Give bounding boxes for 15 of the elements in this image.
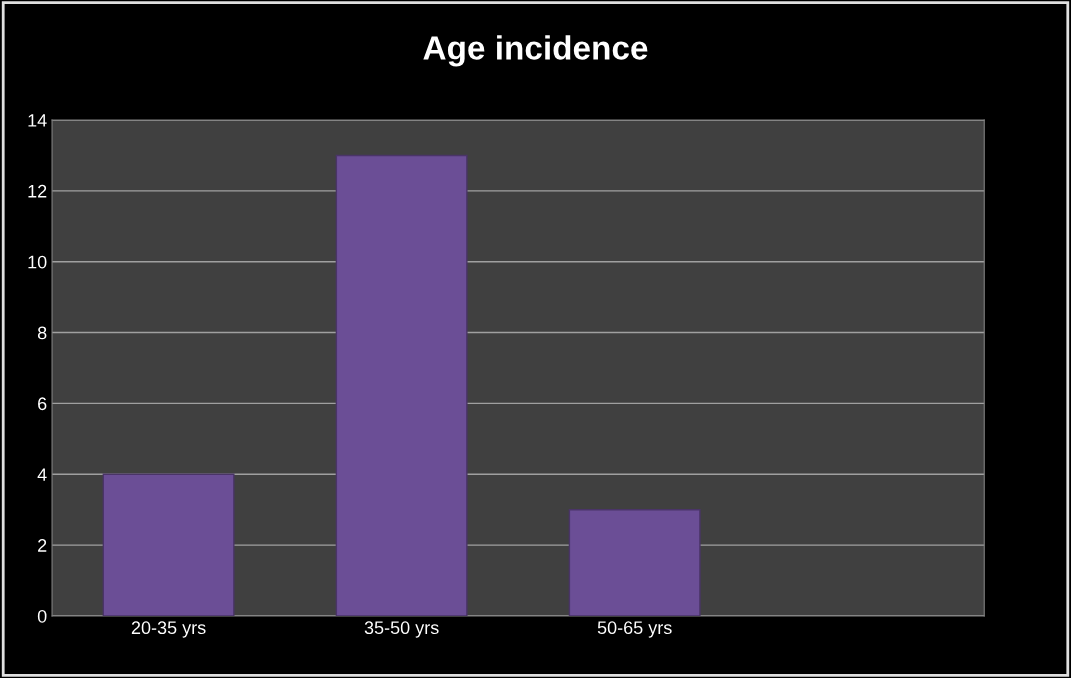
y-tick-label: 8: [37, 326, 47, 340]
bar: [335, 154, 468, 616]
y-tick-label: 10: [28, 255, 47, 269]
y-tick-label: 12: [28, 184, 47, 198]
y-tick-label: 0: [37, 609, 47, 623]
bar: [568, 508, 701, 616]
y-tick-label: 14: [28, 114, 47, 127]
bar: [102, 473, 235, 616]
y-tick-label: 6: [38, 397, 47, 411]
chart-title: Age incidence: [423, 35, 648, 67]
x-tick-label: 35-50 yrs: [364, 621, 439, 638]
y-tick-label: 2: [38, 539, 47, 552]
y-tick-label: 4: [37, 468, 47, 481]
x-tick-label: 20-35 yrs: [131, 621, 206, 638]
x-tick-label: 50-65 yrs: [597, 621, 672, 638]
